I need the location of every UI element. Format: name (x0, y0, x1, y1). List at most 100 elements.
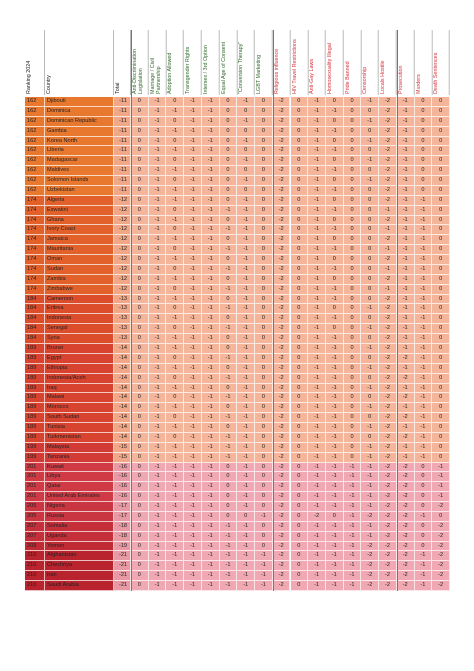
score-cell: -1 (184, 166, 202, 177)
score-cell: -1 (414, 255, 433, 265)
score-cell: -2 (396, 571, 415, 582)
score-cell: -1 (148, 432, 167, 443)
score-cell: -12 (114, 245, 131, 256)
score-cell: -1 (343, 472, 362, 483)
rank-cell: 207 (25, 531, 45, 542)
score-cell: -1 (219, 324, 238, 335)
score-cell: 0 (219, 344, 238, 354)
score-cell: -14 (114, 344, 131, 354)
score-cell: 0 (255, 442, 273, 453)
score-cell: 0 (290, 205, 309, 216)
score-cell: -1 (308, 492, 326, 503)
score-cell: -1 (148, 561, 167, 572)
score-cell: 0 (361, 235, 380, 246)
score-cell: -1 (414, 511, 433, 522)
score-cell: 0 (131, 255, 149, 265)
score-cell: 0 (325, 511, 344, 522)
score-cell: -1 (325, 462, 344, 473)
score-cell: -1 (308, 176, 326, 186)
score-cell: -2 (272, 551, 291, 562)
score-cell: -2 (379, 195, 397, 206)
score-cell: -1 (201, 521, 220, 532)
score-cell: 0 (219, 334, 238, 344)
column-header: Anti-Gay Laws (308, 30, 326, 95)
score-cell: -1 (184, 136, 202, 147)
score-cell: -1 (396, 176, 415, 186)
score-cell: -1 (184, 581, 202, 591)
score-cell: -1 (148, 442, 167, 453)
score-cell: -1 (396, 324, 415, 335)
score-cell: -1 (396, 156, 415, 167)
score-cell: -1 (148, 502, 167, 512)
score-cell: 0 (131, 462, 149, 473)
score-cell: 0 (361, 166, 380, 177)
rank-cell: 162 (25, 106, 45, 117)
score-cell: 0 (131, 324, 149, 335)
score-cell: -1 (361, 492, 380, 503)
score-cell: -2 (432, 571, 450, 582)
score-cell: -2 (272, 255, 291, 265)
rank-cell: 210 (25, 561, 45, 572)
score-cell: -2 (379, 551, 397, 562)
score-cell: -2 (272, 482, 291, 493)
score-cell: 0 (414, 502, 433, 512)
score-cell: -1 (237, 502, 256, 512)
score-cell: -1 (166, 561, 185, 572)
score-cell: 0 (325, 255, 344, 265)
score-cell: -2 (272, 146, 291, 157)
score-cell: -1 (361, 156, 380, 167)
score-cell: -1 (325, 334, 344, 344)
score-cell: 0 (432, 225, 450, 236)
score-cell: -1 (325, 363, 344, 374)
score-cell: -1 (201, 363, 220, 374)
score-cell: -1 (237, 393, 256, 404)
score-cell: -2 (379, 482, 397, 493)
score-cell: -1 (201, 156, 220, 167)
country-cell: Cameroon (45, 294, 114, 305)
score-cell: -1 (255, 551, 273, 562)
score-cell: -1 (184, 482, 202, 493)
rank-cell: 174 (25, 225, 45, 236)
score-cell: 0 (361, 205, 380, 216)
score-cell: -1 (148, 482, 167, 493)
score-cell: 0 (432, 146, 450, 157)
score-cell: -16 (114, 462, 131, 473)
rank-cell: 174 (25, 264, 45, 275)
score-cell: -1 (184, 373, 202, 384)
score-cell: -1 (237, 294, 256, 305)
score-cell: 0 (343, 106, 362, 117)
score-cell: 0 (432, 106, 450, 117)
score-cell: -1 (237, 531, 256, 542)
country-cell: Morocco (45, 403, 114, 414)
score-cell: 0 (166, 136, 185, 147)
score-cell: 0 (414, 116, 433, 127)
score-cell: 0 (343, 255, 362, 265)
score-cell: 0 (255, 235, 273, 246)
score-cell: -1 (325, 492, 344, 503)
score-cell: -1 (148, 304, 167, 315)
score-cell: -1 (255, 511, 273, 522)
score-cell: 0 (361, 264, 380, 275)
score-cell: -2 (379, 511, 397, 522)
score-cell: -2 (432, 531, 450, 542)
score-cell: -1 (148, 581, 167, 591)
score-cell: -1 (148, 324, 167, 335)
score-cell: 0 (432, 383, 450, 394)
score-cell: -1 (308, 215, 326, 226)
score-cell: -2 (361, 571, 380, 582)
column-header: Ranking 2024 (25, 30, 45, 95)
score-cell: -1 (325, 353, 344, 364)
score-cell: 0 (290, 116, 309, 127)
score-cell: -1 (325, 472, 344, 483)
score-cell: -1 (308, 531, 326, 542)
score-cell: -1 (148, 255, 167, 265)
score-cell: -1 (166, 126, 185, 137)
score-cell: 0 (255, 353, 273, 364)
country-cell: Tunisia (45, 423, 114, 433)
score-cell: 0 (131, 393, 149, 404)
score-cell: -1 (148, 294, 167, 305)
score-cell: -1 (184, 334, 202, 344)
score-cell: 0 (432, 442, 450, 453)
score-cell: -1 (166, 442, 185, 453)
country-cell: Dominica (45, 106, 114, 117)
